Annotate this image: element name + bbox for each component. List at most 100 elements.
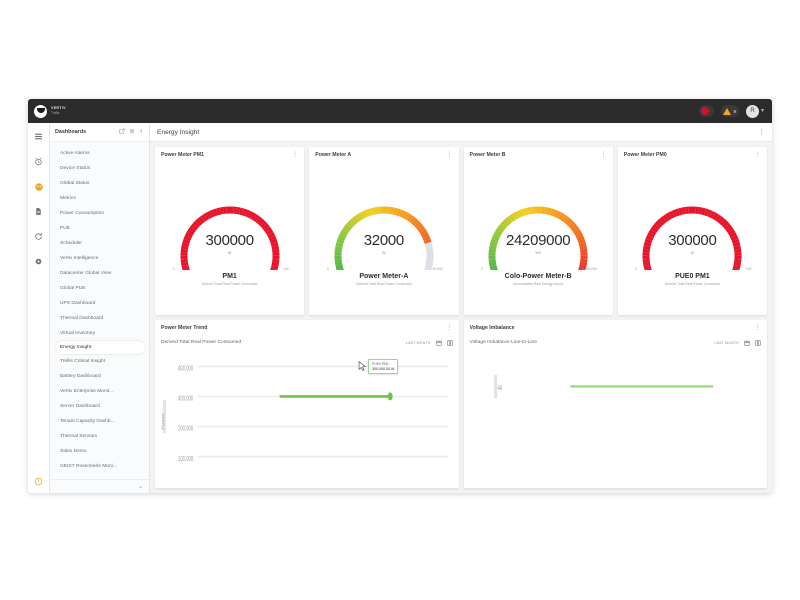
user-menu[interactable]: R ▾ (745, 104, 764, 118)
dashboards-panel-header: Dashboards (50, 123, 149, 142)
dashboards-header-actions (119, 128, 144, 136)
sidebar-item-global-pue[interactable]: Global PUE (50, 281, 149, 296)
svg-text:200,000: 200,000 (178, 426, 193, 433)
warning-count: 9 (733, 108, 736, 114)
card-header: Power Meter PM0 ⋮ (618, 147, 767, 163)
chart-type-icon[interactable] (446, 339, 453, 346)
sidebar-item-label: UPS Dashboard (60, 301, 96, 306)
sidebar-item-server-dashboard[interactable]: Server Dashboard (50, 399, 149, 414)
sidebar-item-vertiv-enterprise-monit[interactable]: Vertiv Enterprise Monit... (50, 384, 149, 399)
brand-product: Trellis (51, 110, 60, 115)
time-range-label[interactable]: LAST MONTH (714, 340, 739, 345)
chart-plot[interactable]: 400,000 300,000 200,000 100,000 Power PUE0 PM… (155, 349, 459, 488)
card-header: Voltage Imbalance ⋮ (464, 320, 768, 336)
page-title: Energy Insight (157, 128, 200, 136)
avatar: R (745, 104, 759, 118)
power-icon[interactable] (32, 475, 45, 488)
warning-triangle-icon (723, 107, 732, 115)
sidebar-item-label: Tenant Capacity Dashb... (60, 419, 115, 424)
menu-icon[interactable] (32, 130, 45, 143)
svg-text:400,000: 400,000 (178, 366, 193, 373)
sidebar-item-power-consumption[interactable]: Power Consumption (50, 206, 149, 221)
card-options-kebab-icon[interactable]: ⋮ (446, 323, 453, 331)
sidebar-item-tenant-capacity-dashb[interactable]: Tenant Capacity Dashb... (50, 414, 149, 429)
sidebar-item-geist-rosenberle-moni[interactable]: GEIST Rosenberle Moni... (50, 459, 149, 474)
sidebar-item-active-alarms[interactable]: Active Alarms (50, 146, 149, 161)
card-options-kebab-icon[interactable]: ⋮ (446, 150, 453, 158)
gauge-value: 32000 (363, 231, 405, 249)
report-icon[interactable] (32, 205, 45, 218)
gauge-body: 300000 W 0 100 PUE0 PM1 Derived Total Real Po… (618, 163, 767, 315)
chart-card: Power Meter Trend ⋮ Derived Total Real Pow… (155, 320, 459, 488)
tooltip-value: 300,000.00 W (372, 367, 395, 371)
sidebar-item-energy-insight[interactable]: Energy Insight (56, 341, 145, 354)
top-bar-actions: 9 R ▾ (699, 104, 766, 118)
sidebar-item-global-status[interactable]: Global Status (50, 176, 149, 191)
gauge-value: 300000 (205, 231, 254, 249)
app-body: Dashboards (28, 123, 772, 493)
alarm-indicator[interactable] (699, 105, 715, 117)
chart-svg: 400,000 300,000 200,000 100,000 Power (161, 365, 449, 463)
gauge-value: 300000 (668, 231, 717, 249)
sidebar-item-label: GEIST Rosenberle Moni... (60, 464, 117, 469)
svg-text:Power: Power (161, 412, 165, 429)
warning-indicator[interactable]: 9 (721, 105, 739, 117)
gauge-label: PM1 (222, 272, 237, 280)
expand-chevron-icon[interactable]: ⌄ (137, 484, 143, 490)
sidebar-item-ups-dashboard[interactable]: UPS Dashboard (50, 296, 149, 311)
card-options-kebab-icon[interactable]: ⋮ (291, 150, 299, 158)
calendar-icon[interactable] (744, 340, 750, 346)
sidebar-item-device-status[interactable]: Device Status (50, 161, 149, 176)
gauge-label: Colo-Power Meter-B (504, 272, 572, 280)
gauge-body: 32000 W 0 40,000 Power Meter-A Derived Total … (309, 163, 458, 315)
chart-card-row: Power Meter Trend ⋮ Derived Total Real Pow… (155, 320, 767, 488)
gauge-min-label: 0 (481, 266, 484, 271)
sidebar-item-pue[interactable]: PUE (50, 221, 149, 236)
alarm-clock-icon[interactable] (32, 155, 45, 168)
chart-subheader: Voltage Imbalance Line-to-Line LAST MONTH (464, 336, 768, 349)
dashboards-panel: Dashboards (50, 123, 150, 493)
alarm-bell-icon (701, 107, 710, 115)
gauge-unit: Wh (535, 250, 541, 255)
sidebar-item-metrics[interactable]: Metrics (50, 191, 149, 206)
sidebar-item-trellis-critical-insight[interactable]: Trellis Critical Insight (50, 354, 149, 369)
sidebar-item-label: Scheduler (60, 241, 83, 246)
sidebar-item-label: Sales Demo (60, 449, 87, 454)
collapse-chevron-icon[interactable] (139, 128, 144, 136)
new-tab-icon[interactable] (119, 128, 125, 136)
sidebar-item-virtual-inventory[interactable]: Virtual Inventory (50, 326, 149, 341)
card-header: Power Meter B ⋮ (464, 147, 613, 163)
gauge-card: Power Meter A ⋮ 32000 W 0 40,000 Power Meter-A… (309, 147, 459, 315)
gear-icon[interactable] (129, 128, 135, 136)
card-options-kebab-icon[interactable]: ⋮ (754, 323, 762, 331)
settings-gear-icon[interactable] (32, 255, 45, 268)
gauge-dial: 300000 W 0 100 (171, 190, 289, 271)
gauge-body: 300000 W 0 100 PM1 Derived Total Real Power C… (155, 163, 304, 315)
gauge-max-label: 100 (282, 266, 289, 271)
dashboards-list-footer: ⌄ (50, 479, 149, 493)
sidebar-item-datacenter-global-view[interactable]: Datacenter Global View (50, 266, 149, 281)
gauge-subtitle: Derived Total Real Power Consumed (201, 281, 258, 286)
sidebar-item-vertiv-intelligence[interactable]: Vertiv Intelligence (50, 251, 149, 266)
calendar-icon[interactable] (435, 340, 442, 346)
time-range-label[interactable]: LAST MONTH (406, 340, 431, 345)
main-area: Energy Insight ⋮ Power Meter PM1 ⋮ 300000 W… (150, 123, 772, 493)
card-title: Voltage Imbalance (469, 325, 515, 331)
gauge-subtitle: Accumulated Real Energy Import (513, 281, 563, 286)
sidebar-item-label: Battery Dashboard (60, 374, 101, 379)
card-options-kebab-icon[interactable]: ⋮ (754, 150, 762, 158)
dashboards-list[interactable]: Active Alarms Device Status Global Status M… (50, 142, 149, 479)
sidebar-item-thermal-dashboard[interactable]: Thermal Dashboard (50, 311, 149, 326)
page-options-kebab-icon[interactable]: ⋮ (758, 128, 765, 136)
sidebar-item-thermal-sensors[interactable]: Thermal Sensors (50, 429, 149, 444)
sidebar-item-scheduler[interactable]: Scheduler (50, 236, 149, 251)
chart-plot[interactable]: 444 (464, 349, 768, 488)
chart-subtitle: Derived Total Real Power Consumed (161, 340, 242, 345)
sidebar-item-sales-demo[interactable]: Sales Demo (50, 444, 149, 459)
brand-logo[interactable]: VERTIV Trellis (34, 104, 66, 118)
refresh-icon[interactable] (32, 230, 45, 243)
sidebar-item-battery-dashboard[interactable]: Battery Dashboard (50, 369, 149, 384)
chart-type-icon[interactable] (755, 339, 761, 346)
card-options-kebab-icon[interactable]: ⋮ (600, 150, 607, 158)
alert-face-icon[interactable] (32, 180, 45, 193)
